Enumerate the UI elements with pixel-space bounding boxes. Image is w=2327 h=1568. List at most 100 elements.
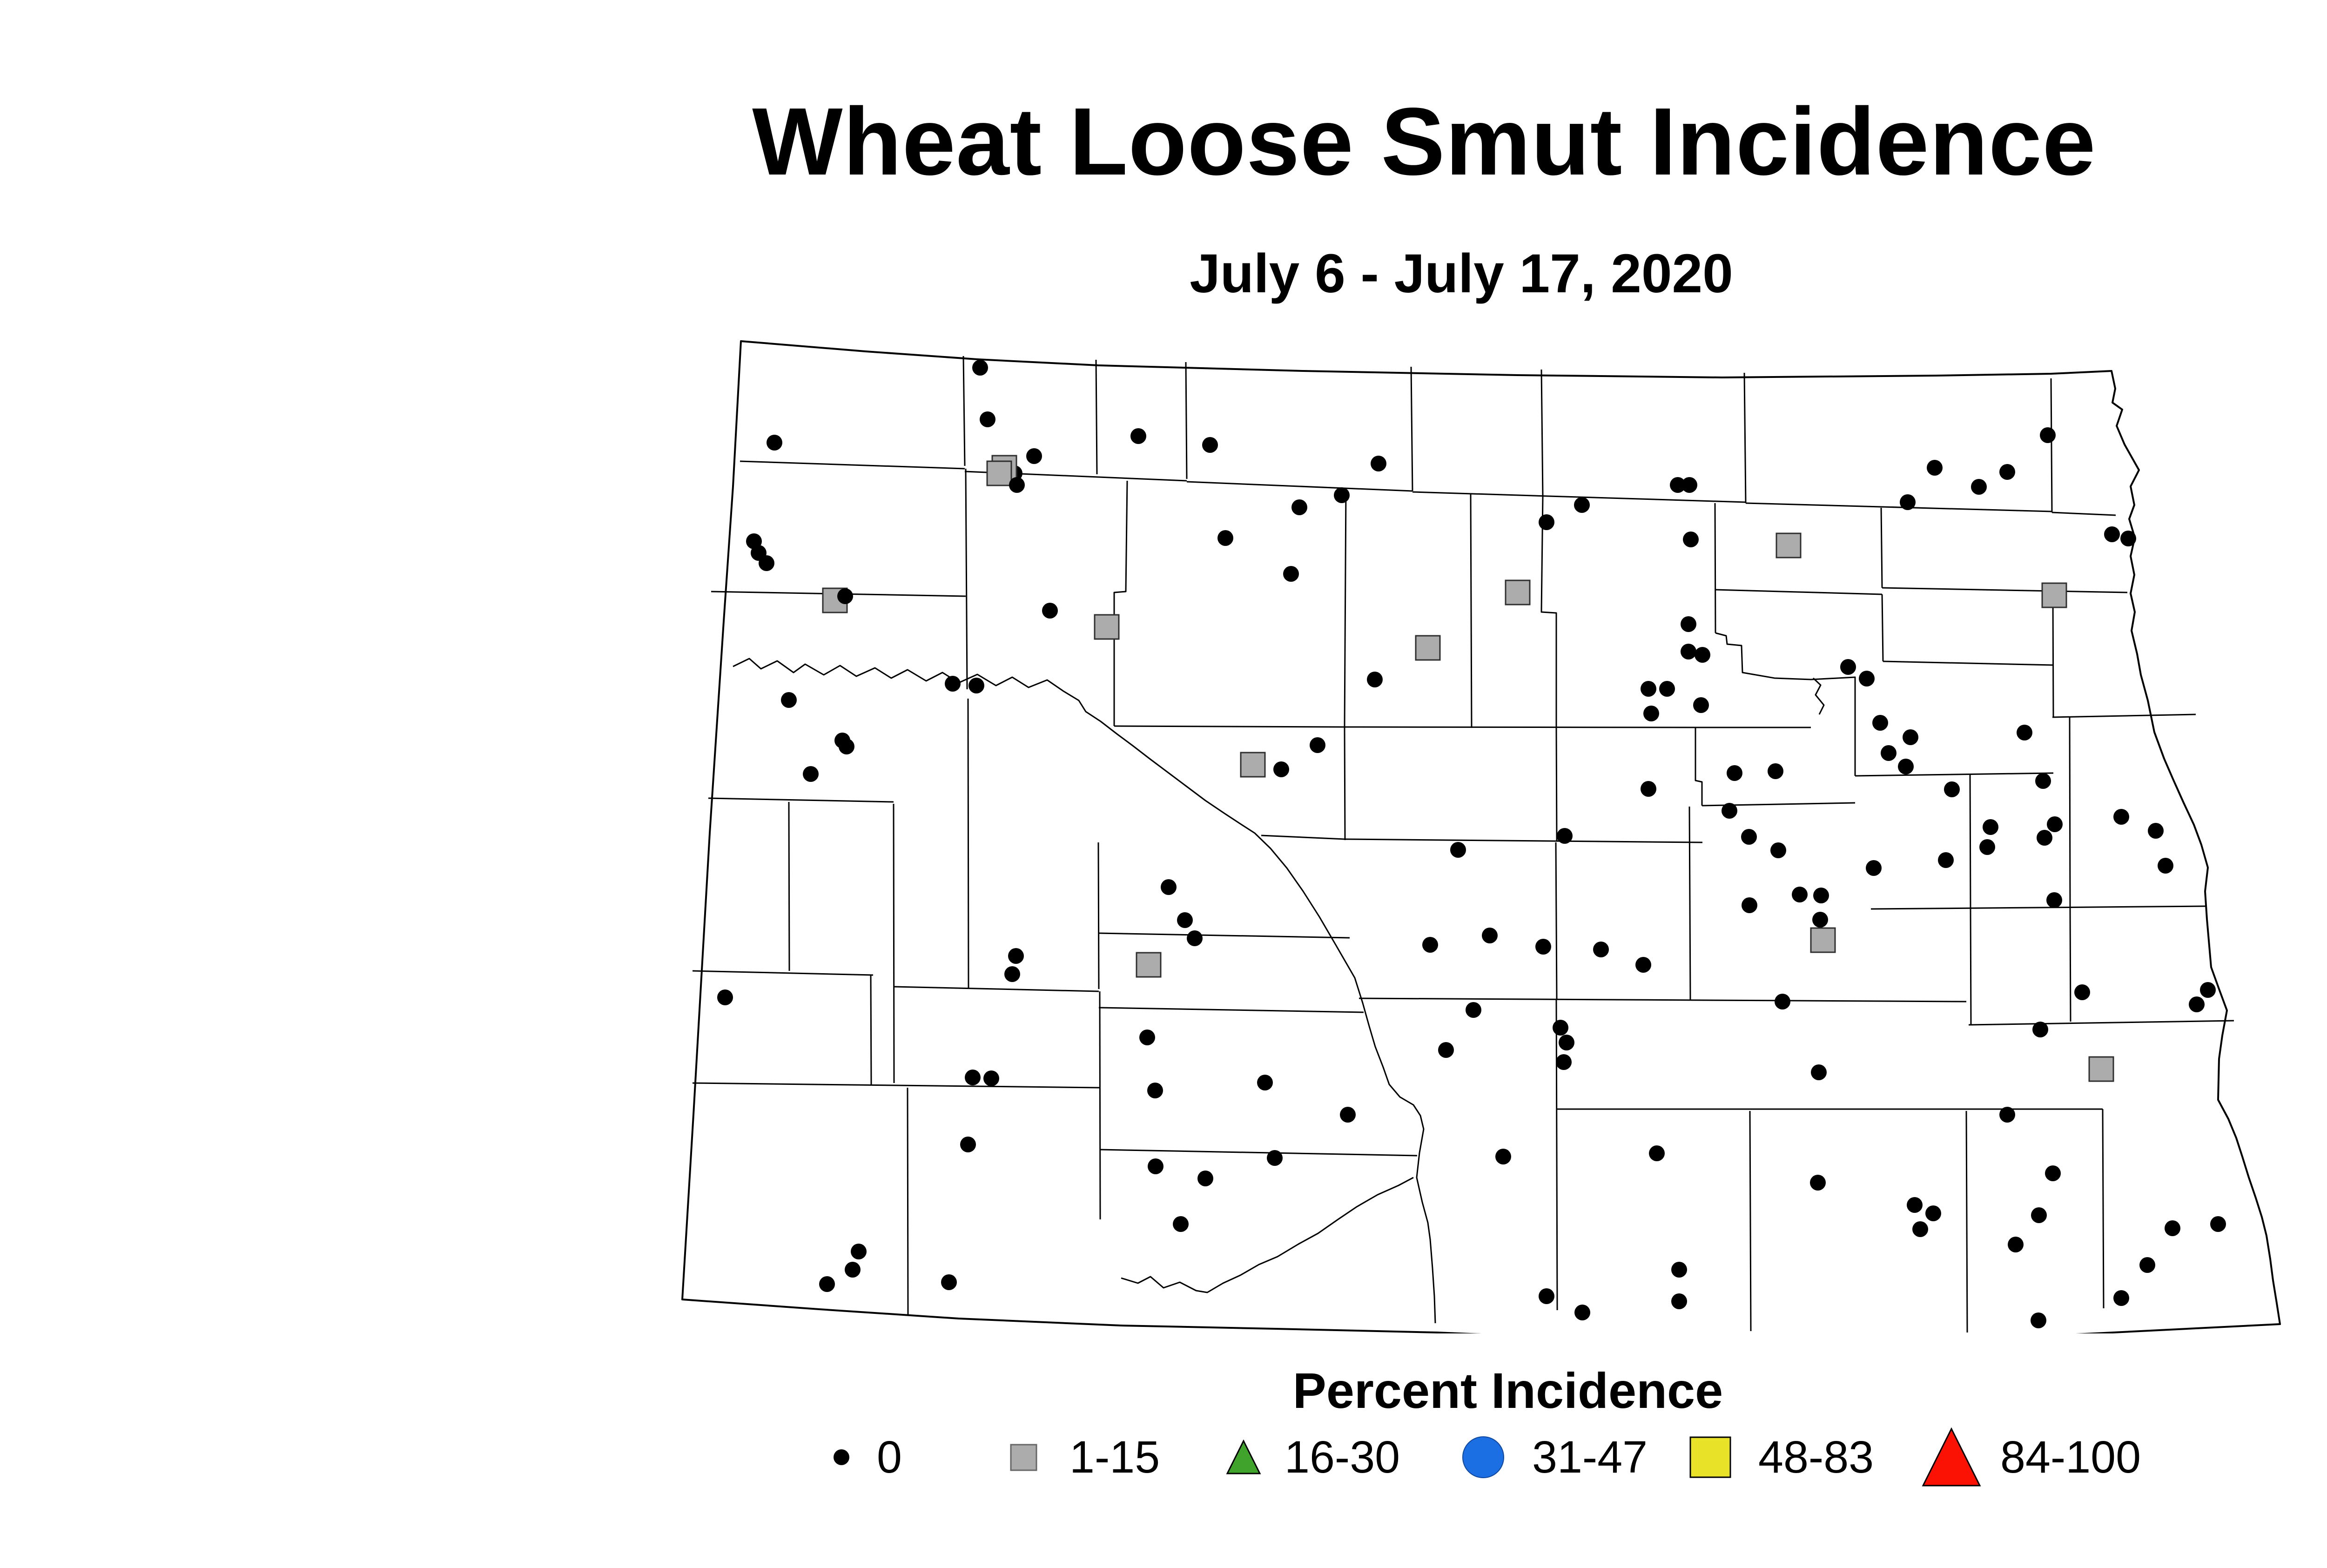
map-point-dot [1177,912,1193,928]
map-point-dot [1482,928,1498,943]
legend-label: 1-15 [1069,1432,1160,1482]
map-point-dot [2008,1237,2024,1252]
river-line [1812,677,1825,715]
map-point-dot [1371,456,1386,471]
map-point-dot [968,678,984,693]
map-point-dot [1742,897,1757,913]
map-point-square [1136,952,1162,978]
map-point-dot [781,692,797,708]
map-point-dot [1574,497,1590,513]
map-point-dot [1938,852,1954,868]
map-point-dot [1553,1020,1568,1036]
map-point-dot [1670,477,1686,493]
map-point-dot [2189,996,2205,1012]
chart-title: Wheat Loose Smut Incidence [752,88,2096,195]
county-boundary-line [1688,806,1691,1000]
map-point-dot [1643,706,1659,721]
legend-symbol-square-48-83 [1689,1436,1731,1478]
map-point-dot [941,1274,957,1290]
map-point-dot [1722,803,1737,819]
map-point-dot [1422,937,1438,953]
map-point-dot [1681,616,1696,632]
map-point-dot [1450,842,1466,858]
county-boundary-line [1870,905,2206,910]
map-point-dot [1217,530,1233,546]
map-point-dot [1983,819,1998,835]
county-boundary-line [1555,999,1558,1311]
map-point-dot [1927,460,1943,476]
county-boundary-line [1540,496,1557,728]
map-point-dot [2074,984,2090,1000]
map-point-dot [2040,427,2056,443]
county-boundary-line [1743,372,1747,504]
map-point-dot [1310,737,1325,753]
map-point-dot [2139,1257,2155,1273]
county-boundary-line [1881,594,1884,662]
map-point-dot [945,676,961,692]
map-point-dot [1466,1002,1481,1018]
square-icon [1010,1444,1037,1471]
circle-icon [1462,1436,1504,1478]
map-point-dot [1903,729,1918,745]
county-boundary-line [1186,481,1413,492]
map-point-dot [965,1070,981,1085]
legend-label: 84-100 [2000,1432,2141,1482]
map-point-square [1810,927,1836,953]
map-point-dot [1775,994,1790,1009]
map-point-dot [837,588,853,604]
map-point-dot [1291,499,1307,515]
map-point-dot [1495,1149,1511,1164]
map-point-dot [2104,526,2120,542]
map-point-dot [972,360,988,376]
county-boundary-line [1095,359,1098,475]
map-point-dot [1340,1107,1356,1123]
map-point-dot [1026,448,1042,464]
map-point-dot [983,1070,999,1086]
map-point-dot [819,1276,835,1292]
county-boundary-line [740,460,965,470]
legend-label: 48-83 [1758,1432,1874,1482]
map-point-dot [1683,532,1699,547]
map-point-dot [1283,566,1299,582]
map-point-square [986,460,1012,486]
map-point-dot [1999,464,2015,480]
county-boundary-line [692,1082,1100,1089]
county-boundary-line [2052,713,2196,718]
map-point-dot [1535,939,1551,955]
map-point-dot [1267,1150,1283,1166]
map-point-dot [1866,860,1882,876]
county-boundary-line [1097,842,1100,989]
map-point-dot [1139,1030,1155,1045]
map-point-dot [1009,477,1025,493]
map-point-square [1094,614,1120,640]
triangle-icon [1922,1427,1981,1487]
river-line [1121,1177,1414,1293]
map-point-dot [1681,644,1696,660]
map-point-dot [1148,1158,1164,1174]
map-point-dot [2210,1216,2226,1232]
map-point-dot [1187,930,1203,946]
county-boundary-line [708,797,894,803]
map-point-dot [960,1137,976,1152]
county-boundary-line [1555,842,1558,1000]
county-boundary-line [1882,587,2128,593]
county-boundary-line [1968,1020,2234,1026]
map-point-dot [2158,858,2173,874]
map-point-dot [2200,982,2216,998]
map-point-dot [1872,715,1888,731]
map-point-dot [2037,830,2052,846]
map-point-dot [1257,1075,1273,1090]
map-point-dot [1130,428,1146,444]
map-point-dot [1008,948,1024,964]
map-point-dot [1768,763,1783,779]
map-point-dot [767,435,782,451]
legend-label: 16-30 [1285,1432,1400,1482]
map-point-dot [2045,1165,2061,1181]
county-boundary-line [2102,1109,2105,1309]
river-line [733,658,1436,1324]
map-point-dot [1979,839,1995,855]
county-boundary-line [692,970,874,976]
map-point-dot [1811,1064,1827,1080]
county-boundary-line [1113,480,1128,726]
map-point-dot [2148,823,2164,839]
